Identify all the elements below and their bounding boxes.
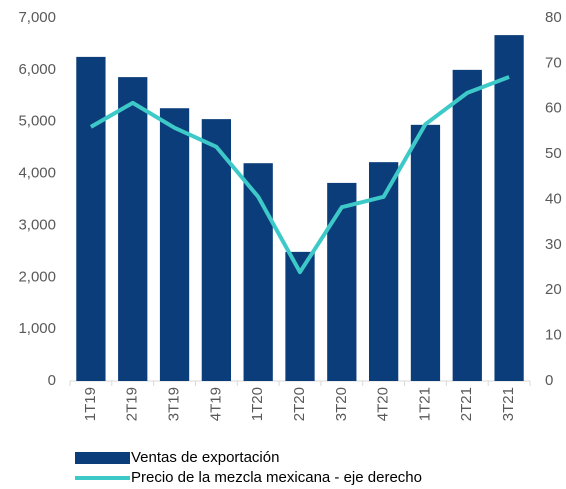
- y2-tick-label: 30: [545, 236, 562, 253]
- y2-tick-label: 40: [545, 190, 562, 207]
- line: [89, 75, 510, 275]
- y2-tick-label: 0: [545, 372, 553, 389]
- legend-label: Precio de la mezcla mexicana - eje derec…: [131, 469, 422, 486]
- y-tick-label: 0: [48, 372, 56, 389]
- y-tick-label: 5,000: [18, 113, 56, 130]
- legend-swatch: [75, 452, 130, 464]
- y-tick-label: 1,000: [18, 320, 56, 337]
- x-tick-label: 3T21: [500, 387, 517, 421]
- y-tick-label: 4,000: [18, 165, 56, 182]
- x-tick-label: 4T20: [375, 387, 392, 421]
- y2-tick-label: 60: [545, 100, 562, 117]
- y-tick-label: 2,000: [18, 268, 56, 285]
- y-tick-label: 7,000: [18, 9, 56, 26]
- bar: [327, 182, 357, 381]
- bar: [494, 35, 524, 382]
- x-tick-label: 2T20: [291, 387, 308, 421]
- y2-tick-label: 70: [545, 54, 562, 71]
- y2-tick-label: 80: [545, 9, 562, 26]
- bar: [76, 56, 106, 382]
- bar: [410, 124, 441, 381]
- bar: [118, 77, 148, 382]
- bar: [159, 108, 190, 381]
- x-tick-label: 3T20: [333, 387, 350, 421]
- y-tick-label: 6,000: [18, 61, 56, 78]
- x-tick-label: 2T19: [124, 387, 141, 421]
- y-tick-label: 3,000: [18, 216, 56, 233]
- y2-tick-label: 20: [545, 281, 562, 298]
- x-tick-label: 4T19: [207, 387, 224, 421]
- legend-label: Ventas de exportación: [131, 449, 279, 466]
- x-tick-label: 1T21: [416, 387, 433, 421]
- y2-tick-label: 50: [545, 145, 562, 162]
- x-tick-label: 1T19: [82, 387, 99, 421]
- x-tick-label: 3T19: [166, 387, 183, 421]
- x-tick-label: 1T20: [249, 387, 266, 421]
- bar: [201, 119, 231, 381]
- bar: [452, 69, 482, 381]
- x-tick-label: 2T21: [458, 387, 475, 421]
- y2-tick-label: 10: [545, 327, 562, 344]
